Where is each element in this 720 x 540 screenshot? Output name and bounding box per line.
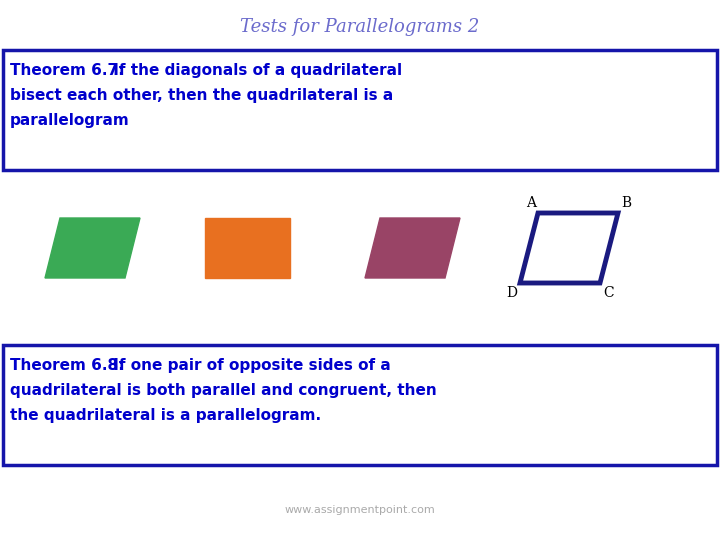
Polygon shape <box>45 218 140 278</box>
Text: www.assignmentpoint.com: www.assignmentpoint.com <box>284 505 436 515</box>
Text: If one pair of opposite sides of a: If one pair of opposite sides of a <box>108 358 391 373</box>
Text: A: A <box>526 196 536 210</box>
Text: Tests for Parallelograms 2: Tests for Parallelograms 2 <box>240 18 480 36</box>
Text: C: C <box>603 286 613 300</box>
Text: bisect each other, then the quadrilateral is a: bisect each other, then the quadrilatera… <box>10 88 393 103</box>
Polygon shape <box>365 218 460 278</box>
Text: Theorem 6.8:: Theorem 6.8: <box>10 358 125 373</box>
Bar <box>3 345 717 465</box>
Text: B: B <box>621 196 631 210</box>
Text: D: D <box>506 286 517 300</box>
Text: If the diagonals of a quadrilateral: If the diagonals of a quadrilateral <box>108 63 402 78</box>
Bar <box>205 218 290 278</box>
Bar <box>3 50 717 170</box>
Text: quadrilateral is both parallel and congruent, then: quadrilateral is both parallel and congr… <box>10 383 437 398</box>
Polygon shape <box>520 213 618 283</box>
Text: the quadrilateral is a parallelogram.: the quadrilateral is a parallelogram. <box>10 408 321 423</box>
Text: parallelogram: parallelogram <box>10 113 130 128</box>
Text: Theorem 6.7:: Theorem 6.7: <box>10 63 125 78</box>
